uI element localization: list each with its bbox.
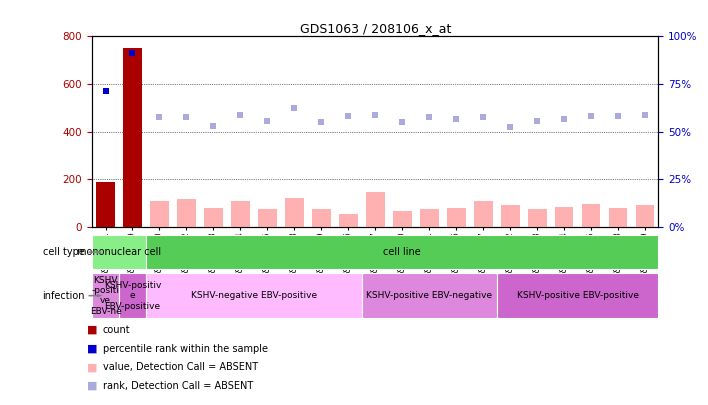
Text: KSHV-positiv
e
EBV-positive: KSHV-positiv e EBV-positive [104, 281, 161, 311]
Text: KSHV
-positi
ve
EBV-ne: KSHV -positi ve EBV-ne [90, 275, 121, 316]
Text: KSHV-positive EBV-negative: KSHV-positive EBV-negative [366, 291, 492, 300]
Text: infection: infection [42, 291, 85, 301]
Bar [362, 273, 496, 318]
Bar [581, 204, 600, 227]
Bar [146, 273, 362, 318]
Text: ■: ■ [87, 325, 97, 335]
Text: mononuclear cell: mononuclear cell [77, 247, 161, 257]
Bar [177, 199, 196, 227]
Bar [119, 273, 146, 318]
Bar [92, 273, 119, 318]
Bar [150, 200, 169, 227]
Bar [554, 207, 573, 227]
Bar [496, 273, 658, 318]
Bar [447, 208, 466, 227]
Bar [339, 214, 358, 227]
Bar [96, 181, 115, 227]
Bar [527, 209, 547, 227]
Text: rank, Detection Call = ABSENT: rank, Detection Call = ABSENT [103, 381, 253, 391]
Bar [92, 235, 146, 269]
Text: value, Detection Call = ABSENT: value, Detection Call = ABSENT [103, 362, 258, 372]
Bar [204, 208, 223, 227]
Text: count: count [103, 325, 130, 335]
Bar [366, 192, 384, 227]
Bar [231, 200, 250, 227]
Text: KSHV-positive EBV-positive: KSHV-positive EBV-positive [517, 291, 639, 300]
Bar [123, 48, 142, 227]
Bar [312, 209, 331, 227]
Bar [285, 198, 304, 227]
Text: percentile rank within the sample: percentile rank within the sample [103, 344, 268, 354]
Text: ■: ■ [87, 362, 97, 372]
Text: cell line: cell line [383, 247, 421, 257]
Text: ■: ■ [87, 381, 97, 391]
Bar [420, 209, 439, 227]
Bar [636, 205, 654, 227]
Text: KSHV-negative EBV-positive: KSHV-negative EBV-positive [191, 291, 317, 300]
Bar [393, 211, 411, 227]
Text: cell type: cell type [43, 247, 85, 257]
Bar [501, 205, 520, 227]
Bar [474, 200, 493, 227]
Text: ■: ■ [87, 344, 97, 354]
Bar [609, 208, 627, 227]
Title: GDS1063 / 208106_x_at: GDS1063 / 208106_x_at [299, 22, 451, 35]
Bar [258, 209, 277, 227]
